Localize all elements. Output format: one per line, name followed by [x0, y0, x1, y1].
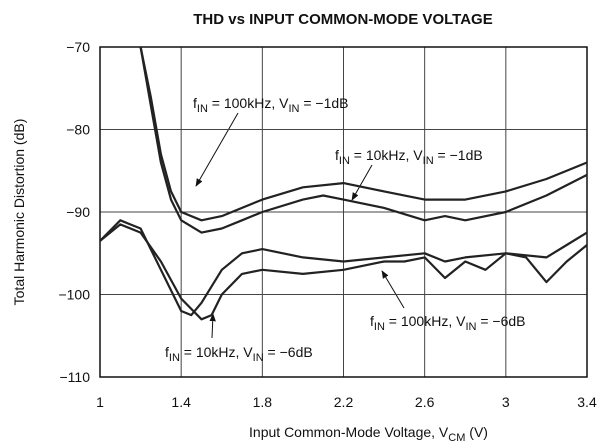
label-text: = 100kHz, V	[208, 95, 289, 111]
subscript: IN	[423, 155, 434, 167]
series-line	[139, 46, 588, 234]
subscript: IN	[465, 321, 476, 333]
label-text: f	[165, 344, 169, 360]
arrow	[209, 313, 216, 339]
label-text: f	[370, 313, 374, 329]
y-tick-label: −70	[66, 39, 90, 55]
plot-frame	[99, 46, 588, 378]
annotation: fIN = 10kHz, VIN = −1dB	[335, 147, 483, 167]
x-tick-label: 3	[502, 394, 510, 410]
label-text: = −1dB	[434, 147, 483, 163]
subscript: IN	[339, 155, 350, 167]
label-text: = −1dB	[299, 95, 348, 111]
label-text: = −6dB	[476, 313, 525, 329]
y-axis-label: Total Harmonic Distortion (dB)	[11, 119, 27, 306]
arrow	[195, 112, 239, 187]
x-tick-label: 2.2	[334, 394, 354, 410]
series-line	[99, 219, 588, 317]
y-tick-label: −80	[66, 122, 90, 138]
label-text: = 10kHz, V	[350, 147, 423, 163]
subscript: IN	[288, 103, 299, 115]
subscript: CM	[448, 432, 465, 444]
x-tick-label: 1.8	[253, 394, 273, 410]
subscript: IN	[374, 321, 385, 333]
annotation: fIN = 100kHz, VIN = −1dB	[193, 95, 348, 115]
chart-title: THD vs INPUT COMMON-MODE VOLTAGE	[193, 11, 492, 28]
annotation: fIN = 10kHz, VIN = −6dB	[165, 344, 313, 364]
series-line	[99, 223, 588, 321]
subscript: IN	[197, 103, 208, 115]
label-text: (V)	[465, 424, 488, 440]
annotation: Input Common-Mode Voltage, VCM (V)	[249, 424, 488, 444]
y-tick-label: −110	[60, 369, 91, 385]
x-tick-label: 1	[96, 394, 104, 410]
label-text: f	[193, 95, 197, 111]
label-text: f	[335, 147, 339, 163]
label-text: Input Common-Mode Voltage, V	[249, 424, 449, 440]
x-tick-label: 2.6	[415, 394, 435, 410]
label-text: = 100kHz, V	[385, 313, 466, 329]
label-text: = 10kHz, V	[180, 344, 253, 360]
annotation: fIN = 100kHz, VIN = −6dB	[370, 313, 525, 333]
arrow	[351, 164, 373, 201]
label-text: = −6dB	[264, 344, 313, 360]
series-line	[139, 46, 588, 222]
x-tick-label: 3.4	[577, 394, 597, 410]
y-tick-label: −100	[58, 287, 90, 303]
arrow	[381, 270, 405, 309]
subscript: IN	[169, 352, 180, 364]
y-tick-label: −90	[66, 204, 90, 220]
x-tick-label: 1.4	[171, 394, 191, 410]
subscript: IN	[253, 352, 264, 364]
